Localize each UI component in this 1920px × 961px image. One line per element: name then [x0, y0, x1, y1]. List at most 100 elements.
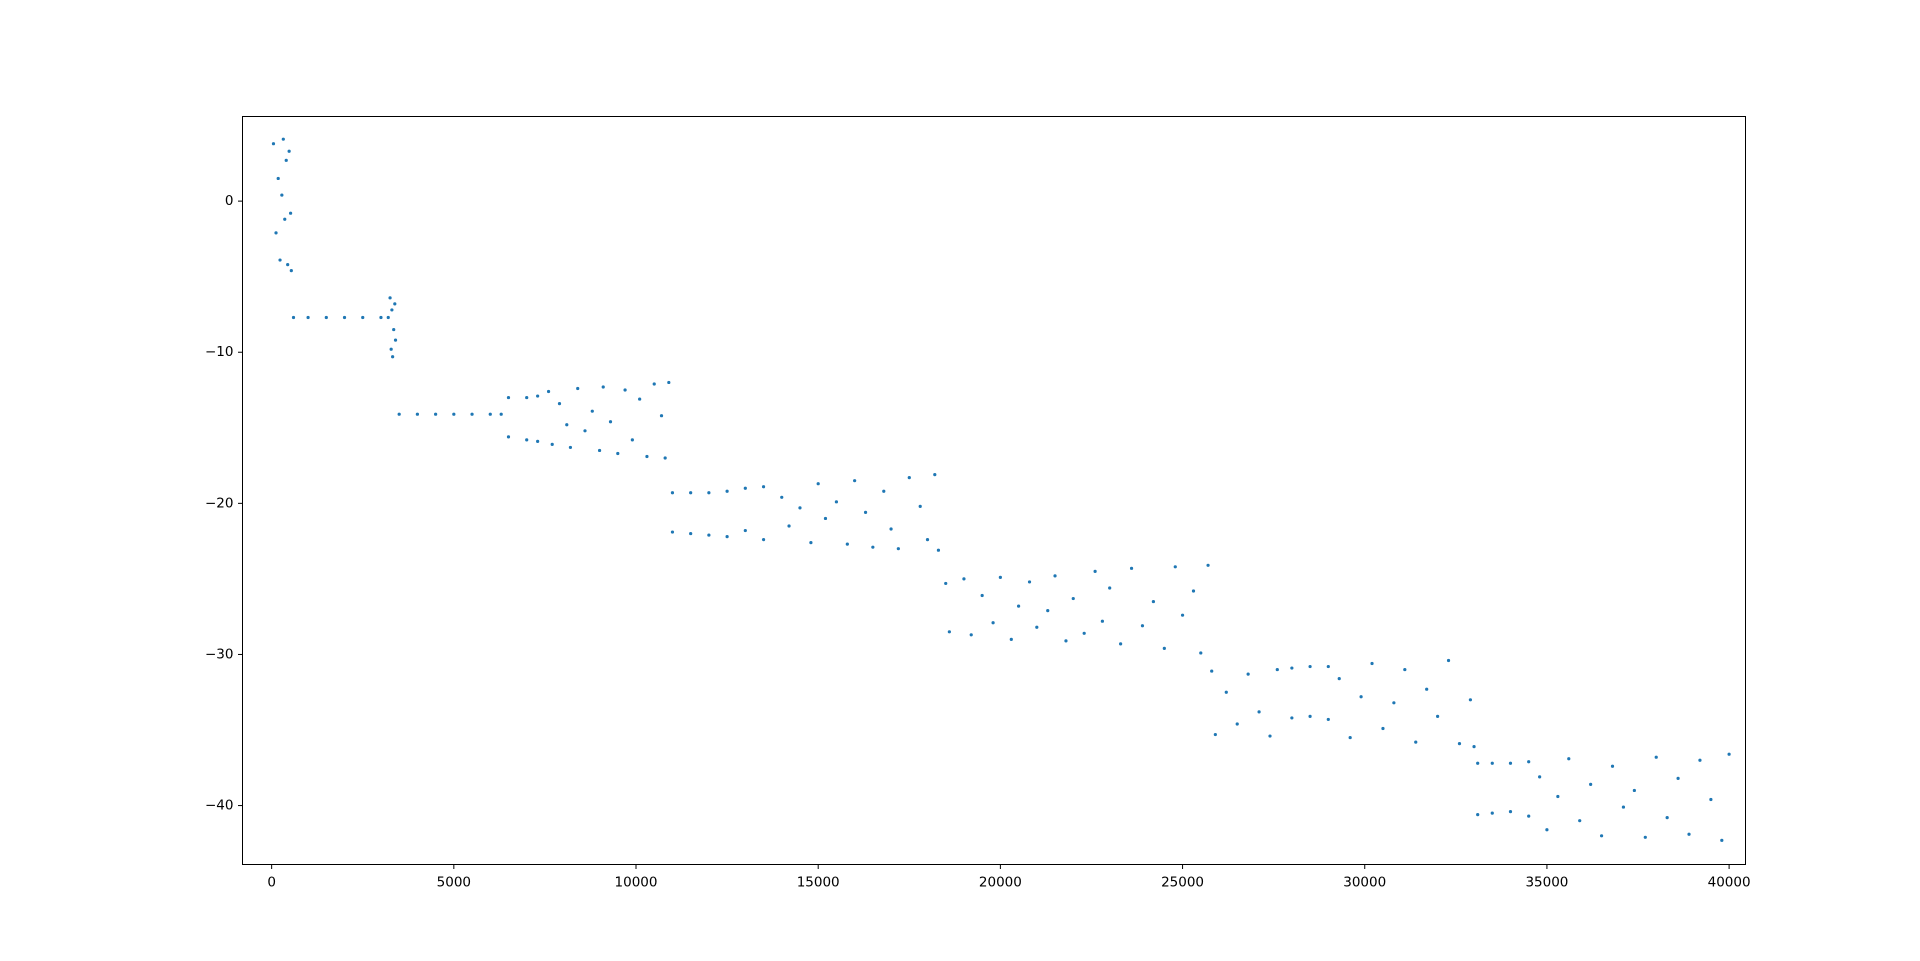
- point: [1698, 758, 1702, 762]
- point: [1476, 761, 1480, 765]
- point: [1082, 631, 1086, 635]
- point: [393, 302, 397, 306]
- point: [287, 149, 291, 153]
- point: [278, 258, 282, 262]
- point: [1599, 834, 1604, 838]
- point: [1224, 690, 1228, 694]
- point: [452, 412, 456, 416]
- x-tick-label: 25000: [1161, 875, 1204, 891]
- point: [1727, 752, 1731, 756]
- point: [947, 630, 951, 634]
- point: [1665, 816, 1669, 820]
- point: [1071, 596, 1075, 601]
- point: [590, 409, 594, 413]
- point: [707, 533, 711, 537]
- point: [1206, 563, 1210, 567]
- point: [506, 395, 511, 400]
- point: [1140, 624, 1145, 628]
- point: [1359, 695, 1363, 699]
- point: [1235, 722, 1239, 726]
- point: [565, 423, 569, 427]
- point: [391, 355, 395, 359]
- x-tick-label: 15000: [797, 875, 840, 891]
- point: [1290, 666, 1294, 670]
- point: [853, 479, 857, 483]
- point: [1527, 760, 1531, 764]
- point: [725, 489, 729, 493]
- point: [397, 412, 401, 416]
- point: [284, 158, 288, 162]
- point: [1308, 664, 1312, 669]
- y-tick-label: −10: [205, 344, 234, 360]
- point: [536, 439, 540, 443]
- point: [1337, 677, 1341, 681]
- point: [652, 382, 656, 386]
- point: [1035, 625, 1039, 629]
- x-tick-label: 5000: [437, 875, 471, 891]
- point: [1348, 735, 1352, 740]
- point: [834, 500, 839, 504]
- point: [1027, 580, 1032, 584]
- point: [361, 315, 365, 320]
- x-tick-label: 35000: [1525, 875, 1568, 891]
- point: [342, 315, 347, 320]
- point: [761, 485, 766, 489]
- point: [1064, 639, 1068, 643]
- point: [1468, 698, 1473, 702]
- y-tick-label: 0: [225, 193, 234, 209]
- point: [1246, 672, 1250, 676]
- point: [415, 412, 419, 416]
- point: [1476, 813, 1480, 817]
- point: [1578, 819, 1582, 823]
- point: [274, 231, 278, 235]
- point: [597, 448, 602, 453]
- point: [389, 347, 393, 351]
- point: [289, 269, 293, 273]
- point: [882, 489, 886, 493]
- point: [525, 438, 529, 442]
- point: [889, 527, 893, 531]
- point: [1381, 726, 1385, 731]
- point: [1053, 574, 1057, 578]
- point: [1538, 775, 1542, 779]
- point: [1119, 642, 1123, 646]
- point: [1643, 835, 1647, 839]
- point: [925, 538, 930, 542]
- point: [388, 296, 392, 300]
- point: [623, 388, 627, 392]
- point: [379, 315, 383, 320]
- point: [608, 420, 613, 424]
- point: [283, 217, 287, 221]
- point: [306, 315, 310, 320]
- point: [809, 541, 813, 545]
- point: [1556, 794, 1560, 799]
- point: [434, 412, 438, 416]
- point: [1676, 776, 1680, 780]
- point: [506, 435, 511, 439]
- point: [645, 454, 649, 459]
- point: [670, 530, 675, 534]
- point: [291, 315, 296, 320]
- point: [798, 506, 802, 510]
- point: [499, 412, 503, 416]
- point: [969, 633, 973, 637]
- point: [1654, 755, 1658, 759]
- point: [1100, 619, 1104, 623]
- point: [568, 445, 573, 450]
- point: [1632, 788, 1636, 793]
- y-tick-label: −30: [205, 646, 234, 662]
- point: [1436, 714, 1440, 719]
- point: [1016, 604, 1021, 608]
- x-tick-label: 10000: [615, 875, 658, 891]
- point: [390, 308, 394, 312]
- point: [1093, 569, 1097, 573]
- point: [918, 504, 922, 508]
- point: [1213, 732, 1217, 737]
- point: [1257, 710, 1261, 714]
- point: [1308, 714, 1312, 719]
- point: [1009, 637, 1013, 641]
- point: [286, 262, 290, 267]
- point: [670, 491, 675, 495]
